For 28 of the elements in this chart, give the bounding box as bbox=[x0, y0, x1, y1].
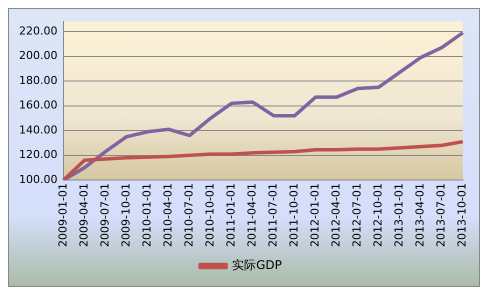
x-tick-label: 2012-07-01 bbox=[350, 183, 364, 248]
legend-label: 实际GDP bbox=[232, 258, 282, 272]
x-tick-label: 2012-01-01 bbox=[308, 183, 322, 248]
x-tick-label: 2011-01-01 bbox=[224, 183, 238, 248]
y-tick-label: 160.00 bbox=[18, 98, 58, 112]
x-tick-label: 2009-10-01 bbox=[119, 183, 132, 248]
x-tick-label: 2011-07-01 bbox=[266, 183, 280, 248]
x-tick-label: 2013-07-01 bbox=[434, 183, 448, 248]
y-tick-label: 180.00 bbox=[18, 74, 58, 87]
x-tick-label: 2012-10-01 bbox=[372, 183, 385, 248]
y-tick-label: 100.00 bbox=[18, 172, 58, 186]
x-tick-label: 2011-10-01 bbox=[288, 183, 301, 248]
x-tick-label: 2010-10-01 bbox=[203, 183, 216, 248]
x-tick-label: 2009-04-01 bbox=[77, 183, 90, 248]
x-tick-label: 2010-07-01 bbox=[182, 183, 196, 248]
x-tick-label: 2013-04-01 bbox=[414, 183, 427, 248]
y-tick-label: 140.00 bbox=[18, 123, 58, 136]
x-tick-label: 2012-04-01 bbox=[330, 183, 343, 248]
x-tick-label: 2010-01-01 bbox=[140, 183, 154, 248]
x-tick-label: 2009-01-01 bbox=[56, 183, 70, 248]
x-tick-label: 2009-07-01 bbox=[98, 183, 112, 248]
x-tick-label: 2013-01-01 bbox=[392, 183, 406, 248]
y-tick-label: 220.00 bbox=[18, 24, 58, 38]
x-tick-label: 2010-04-01 bbox=[161, 183, 174, 248]
y-tick-label: 120.00 bbox=[18, 148, 58, 162]
y-tick-label: 200.00 bbox=[18, 49, 58, 62]
x-tick-label: 2013-10-01 bbox=[456, 183, 469, 248]
x-tick-label: 2011-04-01 bbox=[245, 183, 258, 248]
